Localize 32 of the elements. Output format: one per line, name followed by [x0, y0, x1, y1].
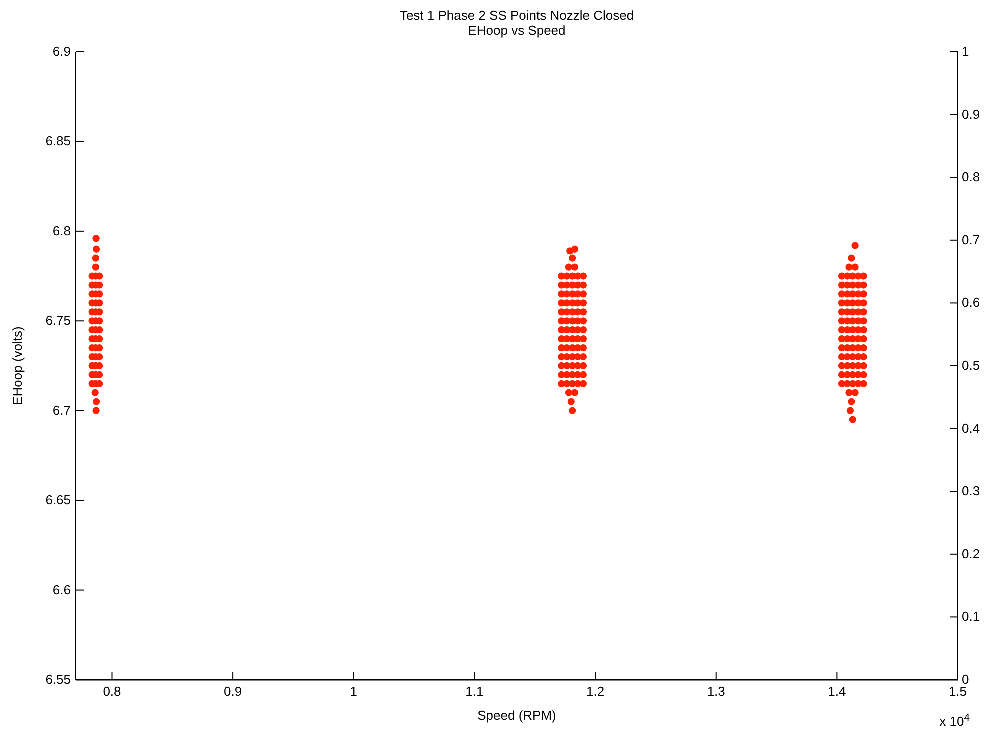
y2-tick-label: 0.9: [962, 106, 980, 122]
x-tick-label: 1.5: [948, 684, 968, 699]
y2-tick-label: 0.3: [962, 484, 980, 499]
y2-tick-label: 0.5: [962, 358, 980, 373]
y2-tick-label: 0.4: [962, 420, 980, 436]
chart-subtitle: EHoop vs Speed: [468, 23, 566, 38]
y2-tick-label: 0.2: [962, 546, 980, 562]
y-axis-title: EHoop (volts): [10, 326, 25, 406]
x-tick-label: 1.3: [707, 684, 726, 699]
y2-tick-label: 1: [962, 44, 970, 59]
text: x 10$^{4}$: [940, 712, 970, 729]
y2-tick-label: 0.8: [962, 170, 980, 185]
y-tick-label: 6.6: [52, 582, 71, 598]
chart-title: Test 1 Phase 2 SS Points Nozzle Closed: [400, 8, 634, 23]
y-tick-label: 6.7: [52, 402, 71, 418]
y2-tick-label: 0.7: [962, 232, 980, 248]
x-tick-label: 1.2: [586, 684, 605, 699]
x-tick-label: 1.4: [828, 684, 846, 699]
x-tick-label: 1: [350, 684, 358, 699]
y-tick-label: 6.75: [46, 313, 71, 328]
y-tick-label: 6.85: [46, 134, 71, 149]
y2-tick-label: 0.6: [962, 295, 980, 310]
x-tick-label: 1.1: [466, 684, 484, 699]
x-tick-label: 0.9: [224, 684, 242, 699]
y-tick-label: 6.8: [52, 223, 71, 238]
y-tick-label: 6.9: [52, 44, 71, 59]
y2-tick-label: 0.1: [962, 609, 980, 624]
x-axis-title: Speed (RPM): [478, 708, 556, 723]
y2-tick-label: 0: [962, 672, 970, 687]
y-tick-label: 6.65: [46, 492, 71, 508]
x-tick-label: 0.8: [103, 684, 122, 699]
y-tick-label: 6.55: [46, 672, 71, 687]
